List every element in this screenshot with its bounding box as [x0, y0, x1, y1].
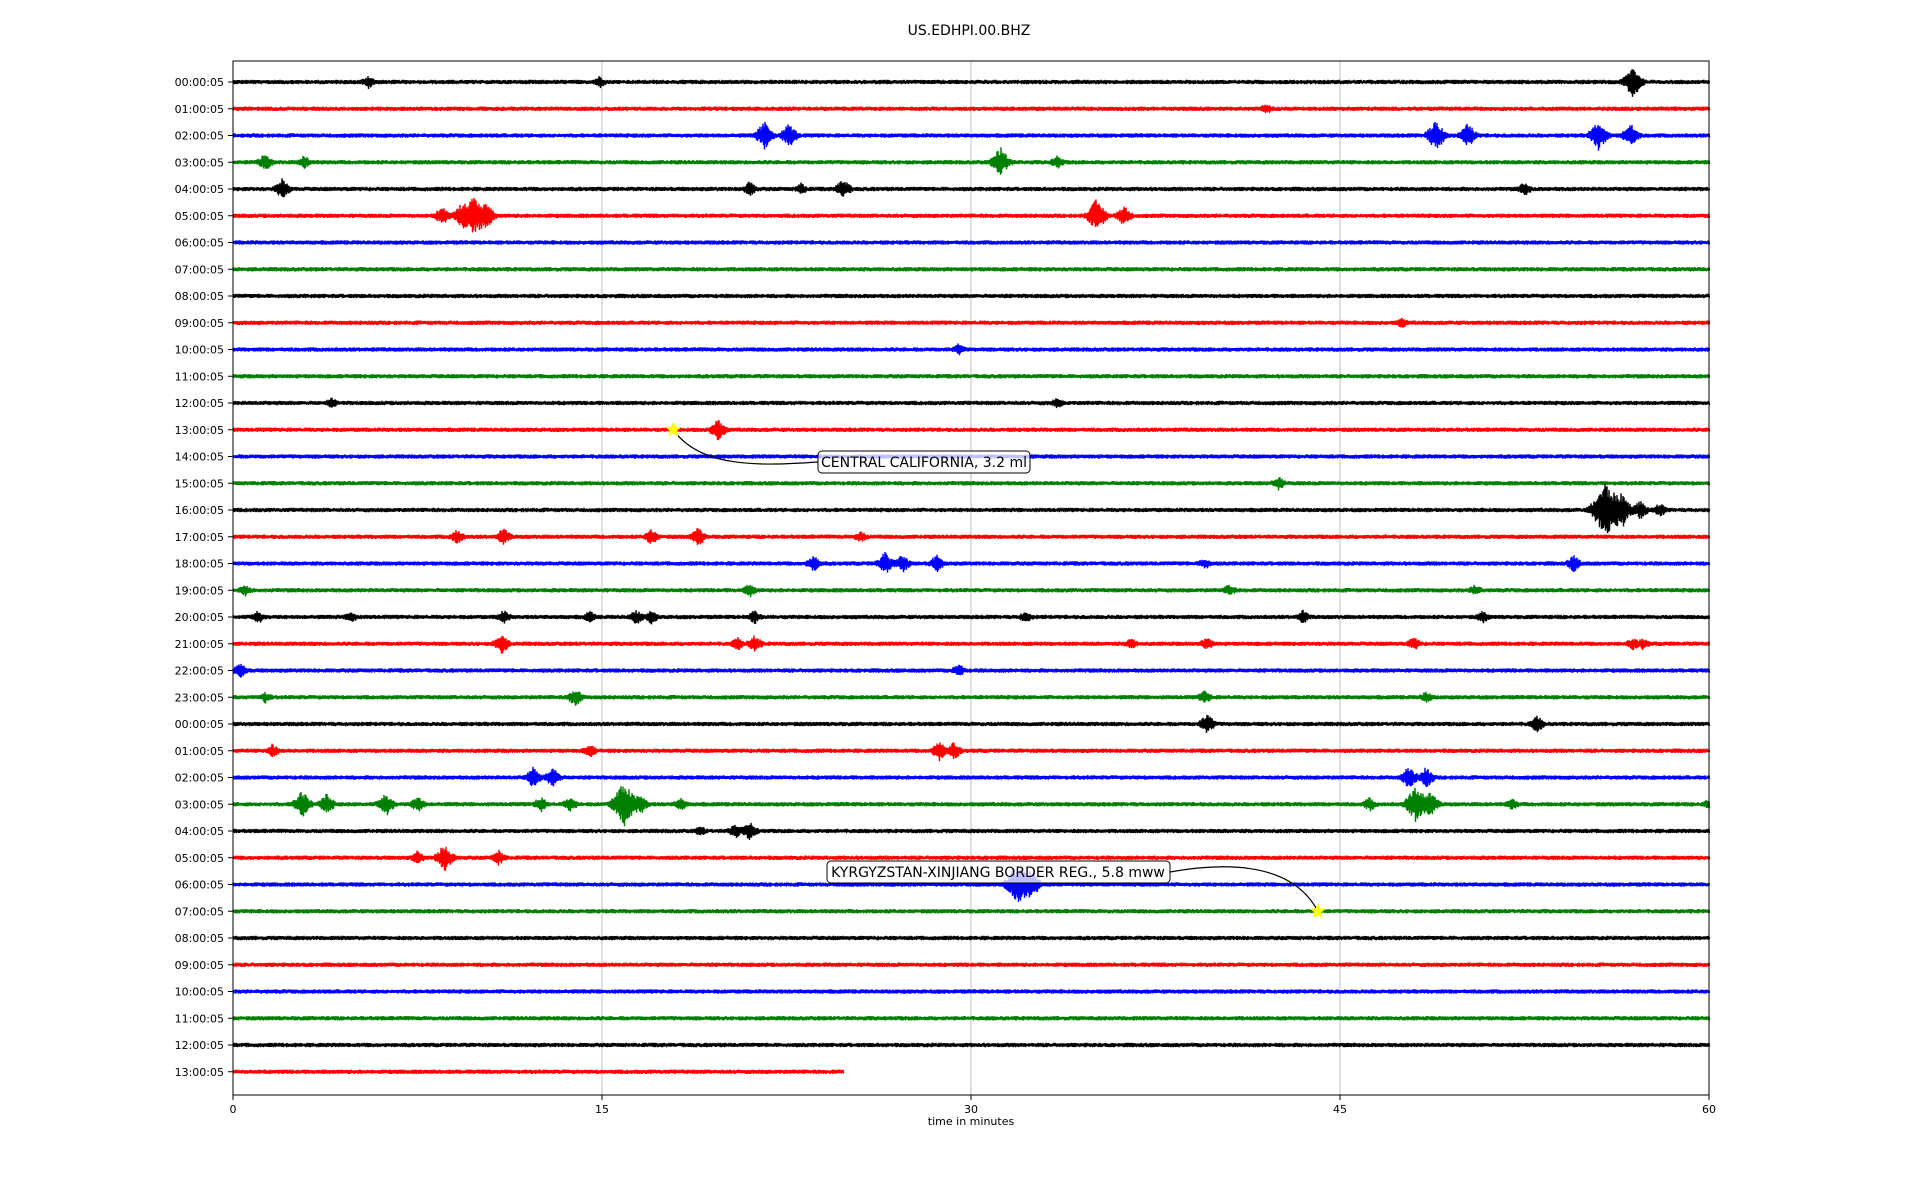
- y-tick-label: 13:00:05: [175, 424, 224, 437]
- trace-line: [232, 373, 1711, 379]
- y-tick-label: 00:00:05: [175, 76, 224, 89]
- y-tick-label: 23:00:05: [175, 691, 224, 704]
- trace-line: [232, 240, 1711, 245]
- annotation-box: [826, 860, 1171, 884]
- y-tick-label: 11:00:05: [175, 370, 224, 383]
- y-tick-label: 09:00:05: [175, 959, 224, 972]
- trace-line: [232, 266, 1711, 272]
- y-tick-label: 01:00:05: [175, 745, 224, 758]
- trace-line: [232, 989, 1711, 994]
- trace-line: [232, 552, 1711, 573]
- y-tick-label: 02:00:05: [175, 772, 224, 785]
- x-tick-labels: 0 15 30 45 60: [230, 1095, 1716, 1116]
- y-tick-labels: 00:00:05 01:00:05 02:00:05 03:00:05 04:00:05…: [175, 76, 233, 1079]
- y-tick-label: 19:00:05: [175, 584, 224, 597]
- trace-line: [232, 477, 1711, 491]
- y-tick-label: 21:00:05: [175, 638, 224, 651]
- y-tick-label: 18:00:05: [175, 558, 224, 571]
- y-tick-label: 14:00:05: [175, 451, 224, 464]
- y-tick-label: 02:00:05: [175, 130, 224, 143]
- trace-line: [232, 584, 1711, 598]
- y-tick-label: 05:00:05: [175, 210, 224, 223]
- y-tick-label: 05:00:05: [175, 852, 224, 865]
- trace-line: [232, 1015, 1711, 1021]
- trace-line: [232, 121, 1711, 151]
- x-tick-label: 60: [1702, 1103, 1716, 1116]
- annotation-label: CENTRAL CALIFORNIA, 3.2 ml: [821, 455, 1027, 471]
- y-tick-label: 08:00:05: [175, 290, 224, 303]
- grid-lines: [601, 61, 1341, 1095]
- y-tick-label: 15:00:05: [175, 477, 224, 490]
- y-tick-label: 22:00:05: [175, 665, 224, 678]
- y-tick-label: 08:00:05: [175, 932, 224, 945]
- trace-line: [232, 609, 1711, 625]
- event-annotations: CENTRAL CALIFORNIA, 3.2 ml KYRGYZSTAN-XIN…: [665, 421, 1327, 919]
- x-tick-label: 45: [1333, 1103, 1347, 1116]
- y-tick-label: 03:00:05: [175, 798, 224, 811]
- chart-title: US.EDHPI.00.BHZ: [908, 23, 1031, 39]
- y-tick-label: 12:00:05: [175, 1039, 224, 1052]
- trace-line: [232, 147, 1711, 175]
- trace-line: [232, 962, 1711, 968]
- trace-lines: [232, 69, 1711, 1075]
- trace-line: [232, 178, 1711, 198]
- trace-line: [232, 69, 1711, 97]
- y-tick-label: 12:00:05: [175, 397, 224, 410]
- x-tick-label: 15: [595, 1103, 609, 1116]
- y-tick-label: 10:00:05: [175, 986, 224, 999]
- y-tick-label: 06:00:05: [175, 237, 224, 250]
- y-tick-label: 16:00:05: [175, 504, 224, 517]
- y-tick-label: 01:00:05: [175, 103, 224, 116]
- y-tick-label: 13:00:05: [175, 1066, 224, 1079]
- x-tick-label: 30: [964, 1103, 978, 1116]
- y-tick-label: 09:00:05: [175, 317, 224, 330]
- y-tick-label: 06:00:05: [175, 879, 224, 892]
- event-star-icon: [665, 421, 682, 437]
- x-axis-label: time in minutes: [928, 1115, 1015, 1128]
- trace-line: [232, 1042, 1711, 1048]
- x-tick-label: 0: [230, 1103, 237, 1116]
- annotation-box: [817, 450, 1031, 474]
- trace-line: [232, 935, 1711, 941]
- trace-line: [232, 869, 1711, 902]
- y-tick-label: 10:00:05: [175, 344, 224, 357]
- trace-line: [232, 846, 1711, 871]
- trace-line: [232, 1069, 845, 1075]
- y-tick-label: 00:00:05: [175, 718, 224, 731]
- y-tick-label: 04:00:05: [175, 825, 224, 838]
- trace-line: [232, 293, 1711, 299]
- y-tick-label: 07:00:05: [175, 905, 224, 918]
- trace-line: [232, 104, 1711, 114]
- trace-line: [232, 397, 1711, 409]
- trace-line: [232, 690, 1711, 706]
- trace-line: [232, 528, 1711, 545]
- trace-line: [232, 786, 1711, 827]
- annotation-connector: [1169, 866, 1319, 912]
- trace-line: [232, 715, 1711, 733]
- trace-line: [232, 822, 1711, 841]
- trace-line: [232, 908, 1711, 914]
- y-tick-label: 04:00:05: [175, 183, 224, 196]
- event-star-icon: [1309, 902, 1327, 919]
- y-tick-label: 20:00:05: [175, 611, 224, 624]
- trace-line: [232, 635, 1711, 654]
- y-tick-label: 11:00:05: [175, 1012, 224, 1025]
- trace-line: [232, 343, 1711, 356]
- trace-line: [232, 742, 1711, 762]
- plot-frame: [232, 60, 1710, 1096]
- annotation-label: KYRGYZSTAN-XINJIANG BORDER REG., 5.8 mww: [831, 865, 1165, 881]
- trace-line: [232, 766, 1711, 788]
- annotation-connector: [672, 429, 819, 465]
- y-tick-label: 03:00:05: [175, 156, 224, 169]
- trace-line: [232, 663, 1711, 678]
- trace-line: [232, 317, 1711, 328]
- trace-line: [232, 197, 1711, 233]
- trace-line: [232, 420, 1711, 441]
- y-tick-label: 17:00:05: [175, 531, 224, 544]
- y-tick-label: 07:00:05: [175, 263, 224, 276]
- trace-line: [232, 483, 1711, 534]
